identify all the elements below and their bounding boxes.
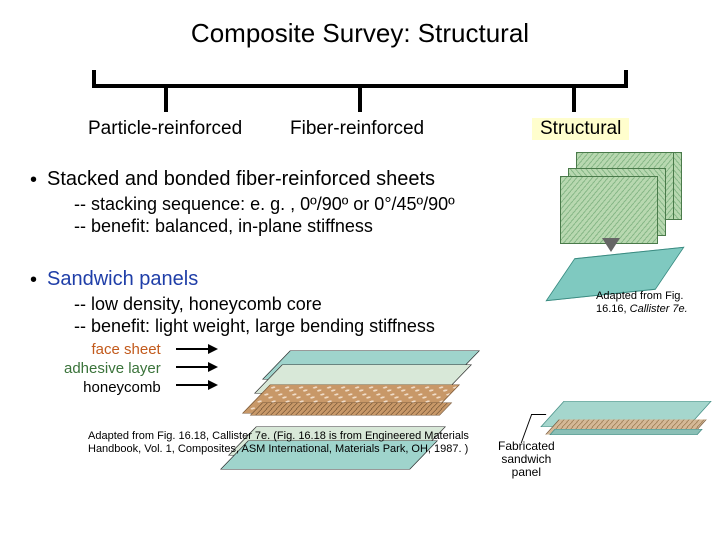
honeycomb-core-edge (250, 403, 453, 416)
sheet-layer (560, 176, 658, 244)
page-title: Composite Survey: Structural (0, 0, 720, 49)
bullet-dot: • (30, 268, 37, 292)
bullet-1-sub-1: -- stacking sequence: e. g. , 0º/90º or … (74, 194, 540, 215)
bullet-2-sub-2: -- benefit: light weight, large bending … (74, 316, 550, 337)
bullet-1: • Stacked and bonded fiber-reinforced sh… (30, 168, 540, 192)
bullet-dot: • (30, 168, 37, 192)
face-sheet-label: face sheet (64, 340, 161, 359)
bullet-2-heading: Sandwich panels (47, 268, 198, 292)
bullet-2-block: • Sandwich panels -- low density, honeyc… (30, 268, 550, 337)
arrow-icon (176, 364, 218, 370)
arrow-icon (176, 346, 218, 352)
fabricated-panel-label: Fabricated sandwich panel (498, 440, 555, 479)
citation-right: Adapted from Fig. 16.16, Callister 7e. (596, 290, 712, 316)
bullet-1-sub-2: -- benefit: balanced, in-plane stiffness (74, 216, 540, 237)
bullet-1-heading: Stacked and bonded fiber-reinforced shee… (47, 168, 435, 192)
hier-label-structural: Structural (532, 118, 629, 140)
citation-bottom: Adapted from Fig. 16.18, Callister 7e. (… (88, 430, 488, 456)
arrow-icon (176, 382, 218, 388)
down-arrow-icon (602, 238, 620, 252)
adhesive-layer-label: adhesive layer (64, 359, 161, 378)
sandwich-part-labels: face sheet adhesive layer honeycomb (64, 340, 161, 397)
bullet-2-sub-1: -- low density, honeycomb core (74, 294, 550, 315)
honeycomb-label: honeycomb (64, 378, 161, 397)
hier-label-fiber: Fiber-reinforced (290, 118, 424, 140)
bullet-list: • Stacked and bonded fiber-reinforced sh… (30, 168, 540, 237)
fab-bottom-face (549, 429, 702, 435)
hier-label-particle: Particle-reinforced (88, 118, 242, 140)
hierarchy-bracket: Particle-reinforced Fiber-reinforced Str… (92, 70, 628, 130)
bullet-2: • Sandwich panels (30, 268, 550, 292)
